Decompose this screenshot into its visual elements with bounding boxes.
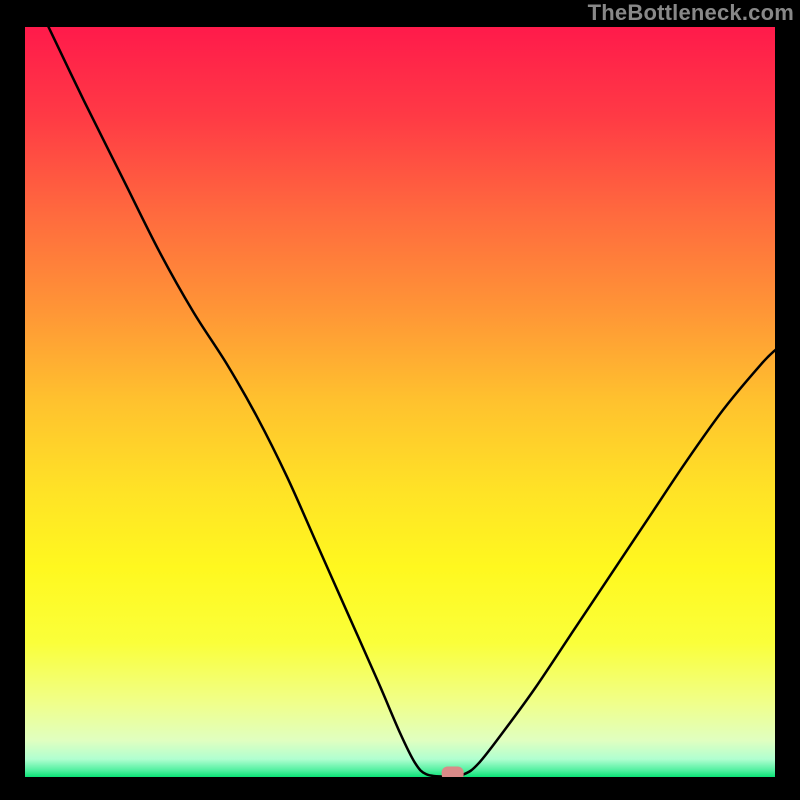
plot-area [24, 26, 776, 780]
gradient-background [24, 26, 776, 778]
watermark-text: TheBottleneck.com [588, 0, 794, 26]
bottleneck-chart [0, 0, 800, 800]
